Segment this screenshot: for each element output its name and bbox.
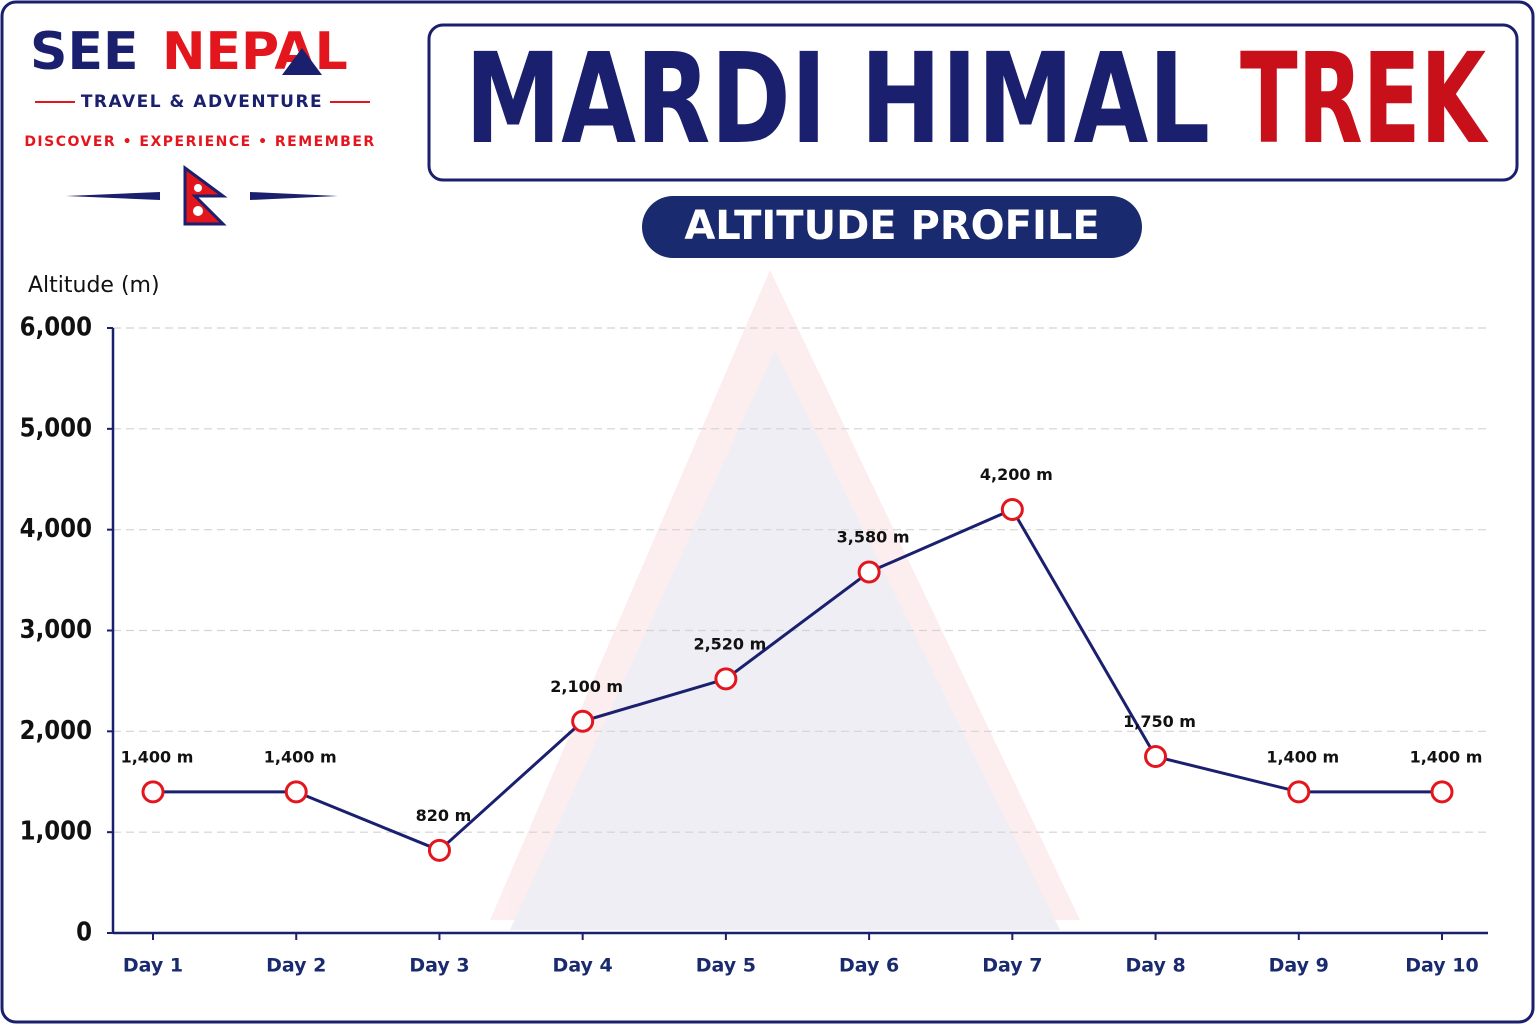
title: MARDI HIMAL bbox=[465, 27, 1210, 172]
marker bbox=[1430, 780, 1454, 804]
marker bbox=[857, 560, 881, 584]
title-box bbox=[427, 23, 1519, 182]
flag-moon bbox=[194, 184, 202, 192]
x-tick-label: Day 10 bbox=[1405, 955, 1478, 977]
flag-sun bbox=[193, 206, 203, 216]
motto: DISCOVER • EXPERIENCE • REMEMBER bbox=[24, 134, 375, 150]
value-label: 1,400 m bbox=[264, 747, 337, 766]
y-tick-label: 1,000 bbox=[20, 815, 92, 846]
marker bbox=[714, 667, 738, 691]
y-tick-label: 5,000 bbox=[20, 412, 92, 443]
logo-peak bbox=[282, 48, 322, 75]
y-tick-label: 4,000 bbox=[20, 513, 92, 544]
value-label: 2,520 m bbox=[693, 634, 766, 653]
watermark bbox=[490, 270, 1080, 930]
y-tick-label: 2,000 bbox=[20, 714, 92, 745]
marker bbox=[427, 838, 451, 862]
x-tick-label: Day 3 bbox=[409, 955, 469, 977]
y-tick-label: 6,000 bbox=[20, 311, 92, 342]
marker bbox=[571, 709, 595, 733]
value-label: 1,400 m bbox=[1410, 747, 1483, 766]
value-label: 1,400 m bbox=[1266, 747, 1339, 766]
value-label: 820 m bbox=[416, 806, 472, 825]
marker bbox=[284, 780, 308, 804]
x-tick-label: Day 4 bbox=[553, 955, 613, 977]
rule bbox=[250, 192, 338, 200]
title-highlight: TREK bbox=[1240, 27, 1489, 172]
value-label: 1,400 m bbox=[121, 747, 194, 766]
y-tick-label: 3,000 bbox=[20, 614, 92, 645]
marker bbox=[1000, 498, 1024, 521]
x-tick-label: Day 6 bbox=[839, 955, 899, 977]
x-tick-label: Day 2 bbox=[266, 955, 326, 977]
y-axis-label: Altitude (m) bbox=[28, 273, 160, 298]
y-tick-label: 0 bbox=[76, 916, 92, 947]
tagline: TRAVEL & ADVENTURE bbox=[81, 92, 323, 112]
marker bbox=[141, 780, 165, 804]
x-tick-label: Day 9 bbox=[1269, 955, 1329, 977]
altitude-line bbox=[153, 508, 1442, 852]
subtitle-pill bbox=[642, 196, 1142, 258]
brand-first: SEE bbox=[30, 22, 139, 82]
value-label: 4,200 m bbox=[980, 465, 1053, 484]
x-tick-label: Day 8 bbox=[1125, 955, 1185, 977]
marker bbox=[1144, 745, 1168, 769]
x-tick-label: Day 7 bbox=[982, 955, 1042, 977]
value-label: 2,100 m bbox=[550, 677, 623, 696]
value-label: 3,580 m bbox=[837, 528, 910, 547]
x-tick-label: Day 1 bbox=[123, 955, 183, 977]
value-label: 1,750 m bbox=[1123, 712, 1196, 731]
marker bbox=[1287, 780, 1311, 804]
subtitle: ALTITUDE PROFILE bbox=[684, 203, 1099, 249]
x-tick-label: Day 5 bbox=[696, 955, 756, 977]
rule bbox=[66, 192, 160, 200]
